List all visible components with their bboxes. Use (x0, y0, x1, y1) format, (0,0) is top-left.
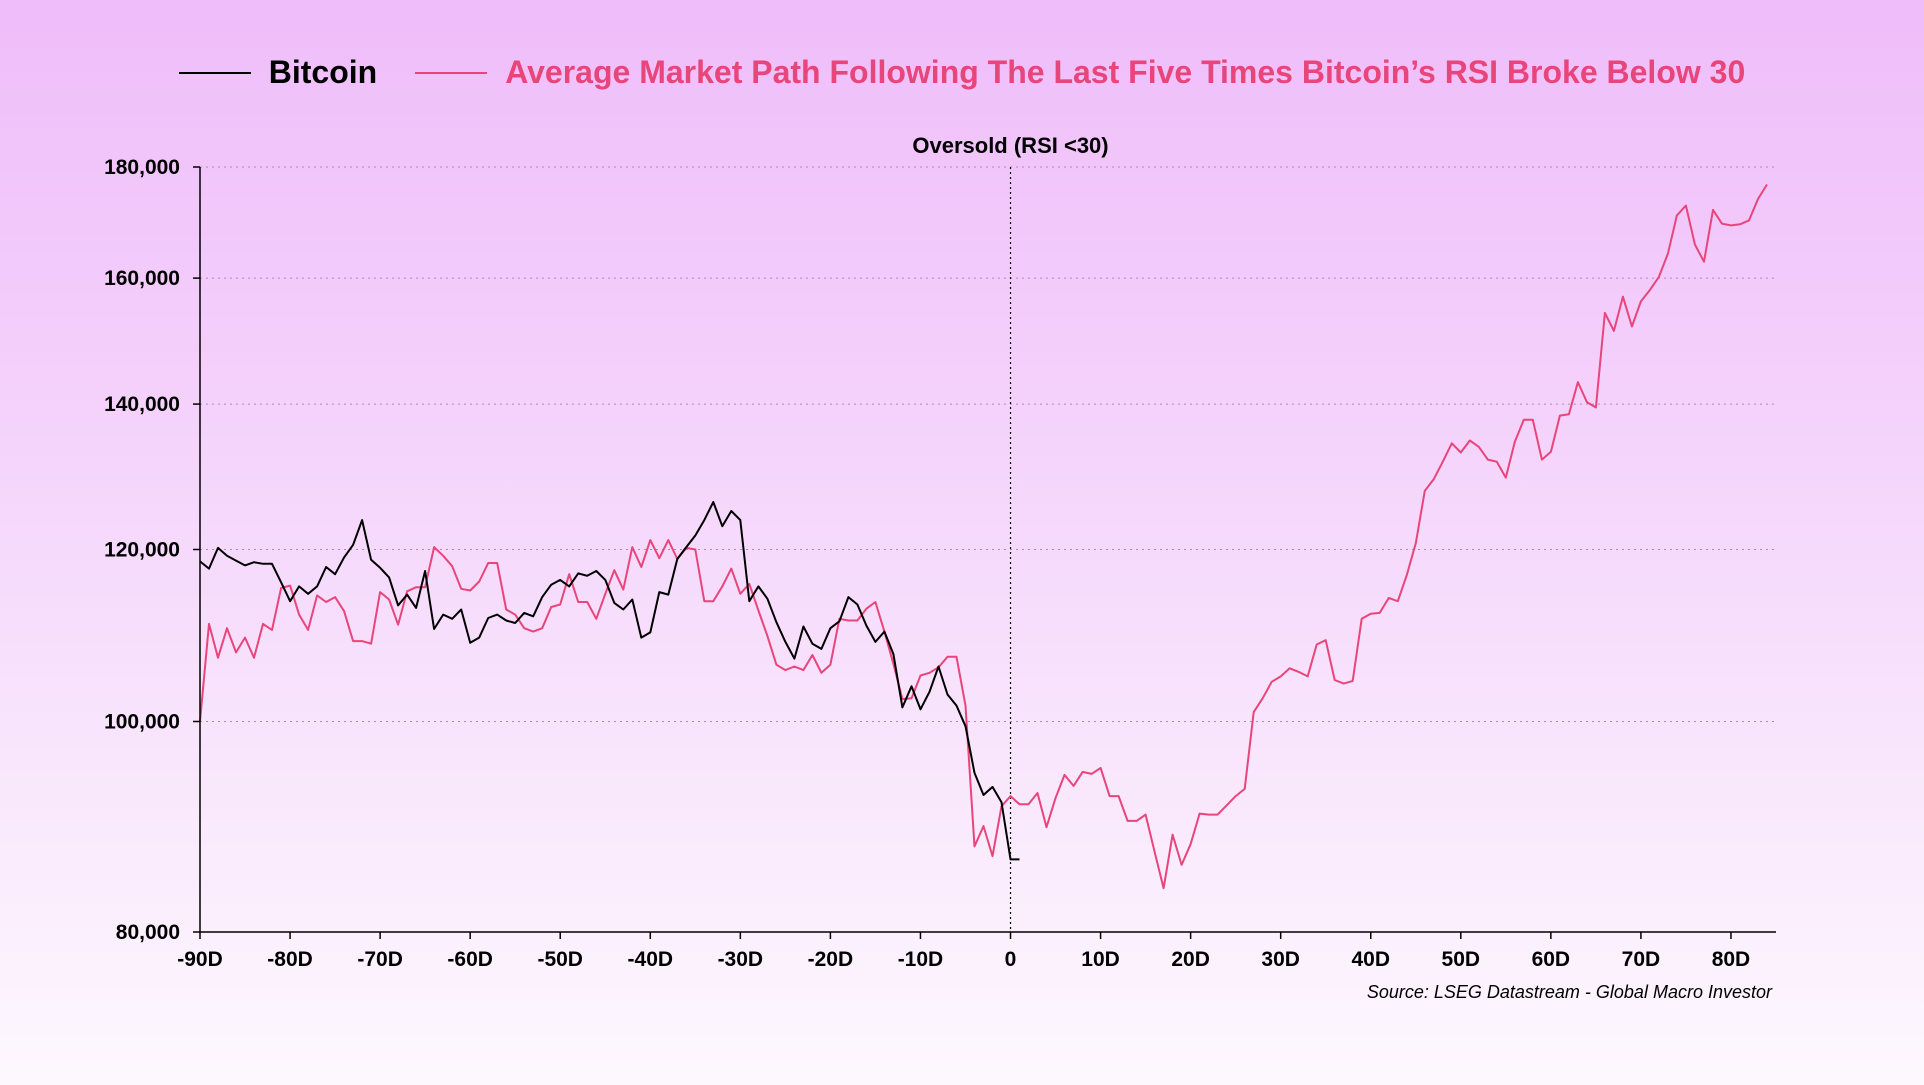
x-tick-label: -40D (628, 948, 674, 971)
x-tick-label: -30D (718, 948, 764, 971)
y-tick-label: 160,000 (104, 267, 180, 290)
series-layer (199, 183, 1768, 890)
x-tick-label: 70D (1622, 948, 1661, 971)
x-tick-label: -50D (537, 948, 583, 971)
y-tick-label: 120,000 (104, 539, 180, 562)
gridlines (200, 166, 1776, 722)
legend-label-bitcoin: Bitcoin (268, 54, 378, 90)
x-tick-label: -60D (447, 948, 493, 971)
x-tick-label: -70D (357, 948, 403, 971)
legend-swatch-bitcoin (178, 71, 251, 74)
x-tick-label: -80D (267, 948, 313, 971)
bitcoin-series-line (199, 501, 1020, 861)
y-tick-label: 100,000 (104, 710, 180, 733)
y-tick-label: 180,000 (104, 156, 180, 179)
legend-item-average-path[interactable]: Average Market Path Following The Last F… (415, 54, 1745, 91)
x-tick-label: 0 (1005, 948, 1017, 971)
legend-item-bitcoin[interactable]: Bitcoin (178, 54, 378, 91)
x-tick-label: -20D (808, 948, 854, 971)
oversold-annotation: Oversold (RSI <30) (912, 133, 1108, 158)
axes: 80,000 100,000 120,000 140,000 160,000 180,00… (104, 156, 1776, 971)
average-path-series-line (199, 183, 1768, 890)
x-tick-label: 20D (1171, 948, 1210, 971)
source-note: Source: LSEG Datastream - Global Macro I… (1366, 982, 1772, 1002)
x-tick-label: 10D (1081, 948, 1120, 971)
x-tick-label: -10D (898, 948, 944, 971)
legend-swatch-average-path (415, 71, 488, 74)
x-tick-label: 30D (1261, 948, 1300, 971)
y-tick-label: 80,000 (116, 921, 180, 944)
x-tick-label: 60D (1532, 948, 1571, 971)
x-tick-label: 50D (1442, 948, 1481, 971)
legend-label-average-path: Average Market Path Following The Last F… (505, 54, 1746, 90)
y-tick-label: 140,000 (104, 393, 180, 416)
x-tick-label: 40D (1351, 948, 1390, 971)
x-tick-label: -90D (177, 948, 223, 971)
x-tick-label: 80D (1712, 948, 1751, 971)
legend: Bitcoin Average Market Path Following Th… (0, 54, 1924, 91)
